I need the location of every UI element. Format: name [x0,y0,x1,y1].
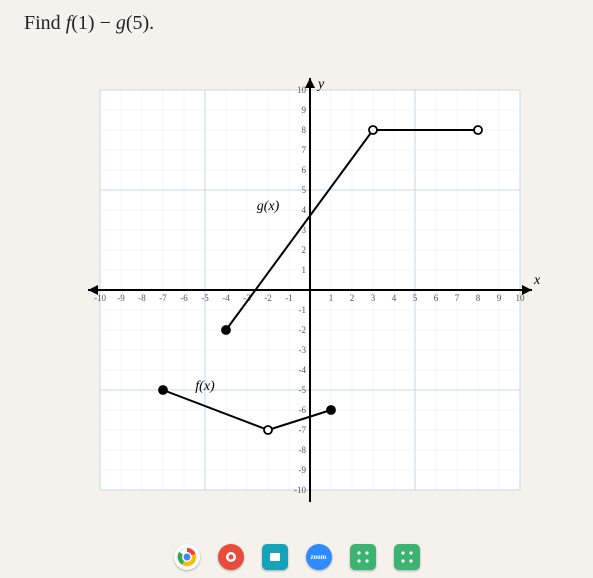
svg-text:2: 2 [302,245,307,255]
svg-text:-5: -5 [299,385,307,395]
svg-text:9: 9 [497,293,502,303]
svg-text:4: 4 [392,293,397,303]
svg-text:y: y [316,77,325,92]
svg-text:-4: -4 [299,365,307,375]
svg-text:-2: -2 [299,325,307,335]
svg-text:10: 10 [516,293,526,303]
dice2-icon[interactable] [394,544,420,570]
svg-text:-3: -3 [299,345,307,355]
svg-text:x: x [533,273,540,288]
svg-text:g(x): g(x) [257,199,280,214]
svg-text:-6: -6 [299,405,307,415]
zoom-icon[interactable]: zoom [306,544,332,570]
svg-text:1: 1 [302,265,307,275]
svg-text:7: 7 [455,293,460,303]
svg-text:5: 5 [413,293,418,303]
svg-text:-9: -9 [117,293,125,303]
svg-text:-7: -7 [299,425,307,435]
svg-text:-10: -10 [94,293,106,303]
svg-text:6: 6 [434,293,439,303]
chrome-icon[interactable] [174,544,200,570]
coordinate-graph: -10 -9 -8 -7 -6 -5 -4 -3 -2 -1 1 2 3 4 5 6 7 8 9 10 -10 -9 -8 -… [60,70,540,510]
question-prefix: Find [24,12,66,34]
svg-text:8: 8 [476,293,481,303]
svg-text:f(x): f(x) [195,379,215,394]
app-red-icon[interactable] [218,544,244,570]
svg-text:2: 2 [350,293,355,303]
svg-text:8: 8 [302,125,307,135]
svg-text:-8: -8 [299,445,307,455]
svg-text:-1: -1 [285,293,293,303]
q3: (5). [126,12,154,34]
svg-text:-6: -6 [180,293,188,303]
q2: g [116,12,126,34]
svg-text:7: 7 [302,145,307,155]
svg-text:-4: -4 [222,293,230,303]
svg-text:-8: -8 [138,293,146,303]
svg-text:-10: -10 [294,485,306,495]
svg-text:1: 1 [329,293,334,303]
svg-text:10: 10 [297,85,307,95]
svg-text:5: 5 [302,185,307,195]
svg-text:-2: -2 [264,293,272,303]
svg-text:6: 6 [302,165,307,175]
svg-text:9: 9 [302,105,307,115]
graph-svg: -10 -9 -8 -7 -6 -5 -4 -3 -2 -1 1 2 3 4 5 6 7 8 9 10 -10 -9 -8 -… [60,70,540,510]
svg-text:-7: -7 [159,293,167,303]
svg-text:3: 3 [371,293,376,303]
svg-text:-1: -1 [299,305,307,315]
app-teal-icon[interactable] [262,544,288,570]
svg-text:-9: -9 [299,465,307,475]
question-text: Find f(1) − g(5). [24,12,154,35]
dice1-icon[interactable] [350,544,376,570]
svg-text:4: 4 [302,205,307,215]
taskbar: zoom [0,540,593,574]
svg-text:-5: -5 [201,293,209,303]
q1: (1) − [71,12,116,34]
